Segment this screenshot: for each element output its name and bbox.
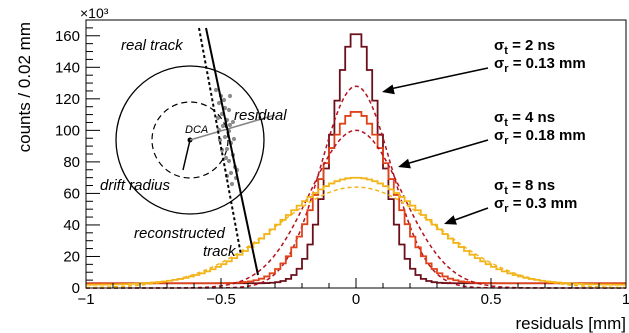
sigma-symbol: σ <box>494 37 504 54</box>
sigma-symbol: σ <box>494 177 504 194</box>
hit-point <box>213 87 219 93</box>
sigma-r-label-1: σr = 0.18 mm <box>494 127 586 147</box>
axes-layer: −1 −0.5 0 0.5 1 0 20 40 60 80 100 120 140 160×10³ resi… <box>15 5 629 333</box>
hit-point <box>230 119 236 125</box>
hit-point <box>221 97 227 103</box>
subscript-t: t <box>504 185 508 197</box>
drift-tube-circle <box>115 65 265 215</box>
x-tick-label: −0.5 <box>206 291 236 308</box>
real-track-label: real track <box>121 37 184 54</box>
fit-curve-2 <box>85 186 627 289</box>
sigma-t-label-0: σt = 2 ns <box>494 37 555 57</box>
hit-point <box>226 107 232 113</box>
track-schematic-inset: real track residual DCA drift radius reconst… <box>100 27 287 276</box>
sigma-r-label-2: σr = 0.3 mm <box>494 195 577 215</box>
subscript-r: r <box>504 203 509 215</box>
hit-point <box>215 115 221 121</box>
subscript-t: t <box>504 45 508 57</box>
sigma-r-value: = 0.13 mm <box>509 55 586 72</box>
sigma-symbol: σ <box>494 55 504 72</box>
residual-label: residual <box>234 107 287 124</box>
sigma-r-label-0: σr = 0.13 mm <box>494 55 586 75</box>
reconstructed-track-label-line1: reconstructed <box>134 225 226 242</box>
hit-point <box>229 181 235 187</box>
y-tick-label: 80 <box>63 154 80 171</box>
y-tick-label: 100 <box>55 122 80 139</box>
histogram-series-1 <box>86 111 626 285</box>
y-multiplier: ×10³ <box>80 5 109 21</box>
sigma-t-value: = 2 ns <box>508 37 555 54</box>
y-tick-label: 160 <box>55 28 80 45</box>
pointer-arrow-head-2 <box>444 215 457 225</box>
hit-point <box>216 100 222 106</box>
x-tick-label: 0 <box>352 291 360 308</box>
hit-point <box>228 170 234 176</box>
y-tick-label: 120 <box>55 91 80 108</box>
hit-point <box>224 146 230 152</box>
y-tick-label: 40 <box>63 217 80 234</box>
dca-label: DCA <box>185 124 208 136</box>
x-tick-label: 1 <box>622 291 629 308</box>
hit-point <box>226 158 232 164</box>
y-tick-label: 20 <box>63 248 80 265</box>
pointer-arrow-line-0 <box>389 67 489 90</box>
histogram-series-layer <box>85 33 627 289</box>
drift-radius-line <box>182 139 191 171</box>
y-axis-label: counts / 0.02 mm <box>15 22 34 152</box>
reconstructed-track-label-line2: track <box>203 243 237 260</box>
y-tick-label: 60 <box>63 185 80 202</box>
pointer-arrow-head-1 <box>398 158 411 169</box>
sigma-t-value: = 4 ns <box>508 109 555 126</box>
x-axis-label: residuals [mm] <box>515 314 626 333</box>
pointer-arrow-line-1 <box>405 139 489 165</box>
sigma-t-value: = 8 ns <box>508 177 555 194</box>
drift-radius-label: drift radius <box>100 177 171 194</box>
hit-point <box>223 155 229 161</box>
subscript-r: r <box>504 135 509 147</box>
y-tick-label: 140 <box>55 59 80 76</box>
hit-point <box>231 136 237 142</box>
drift-radius-circle <box>151 101 229 179</box>
x-tick-label: 0.5 <box>481 291 502 308</box>
hit-point <box>227 93 233 99</box>
sigma-r-value: = 0.18 mm <box>509 127 586 144</box>
sigma-r-value: = 0.3 mm <box>509 195 578 212</box>
sigma-symbol: σ <box>494 127 504 144</box>
hit-point <box>220 123 226 129</box>
sigma-symbol: σ <box>494 109 504 126</box>
reconstructed-track-line <box>205 27 259 276</box>
sigma-t-label-2: σt = 8 ns <box>494 177 555 197</box>
subscript-r: r <box>504 63 509 75</box>
x-tick-label: −1 <box>77 291 94 308</box>
subscript-t: t <box>504 117 508 129</box>
pointer-arrow-head-0 <box>382 84 395 95</box>
pointer-arrow-line-2 <box>451 207 489 222</box>
hit-point <box>222 134 228 140</box>
residual-line <box>189 114 276 141</box>
histogram-series-2 <box>86 176 626 286</box>
hit-point <box>227 122 233 128</box>
y-tick-label: 0 <box>72 280 80 297</box>
sigma-symbol: σ <box>494 195 504 212</box>
sigma-t-label-1: σt = 4 ns <box>494 109 555 129</box>
